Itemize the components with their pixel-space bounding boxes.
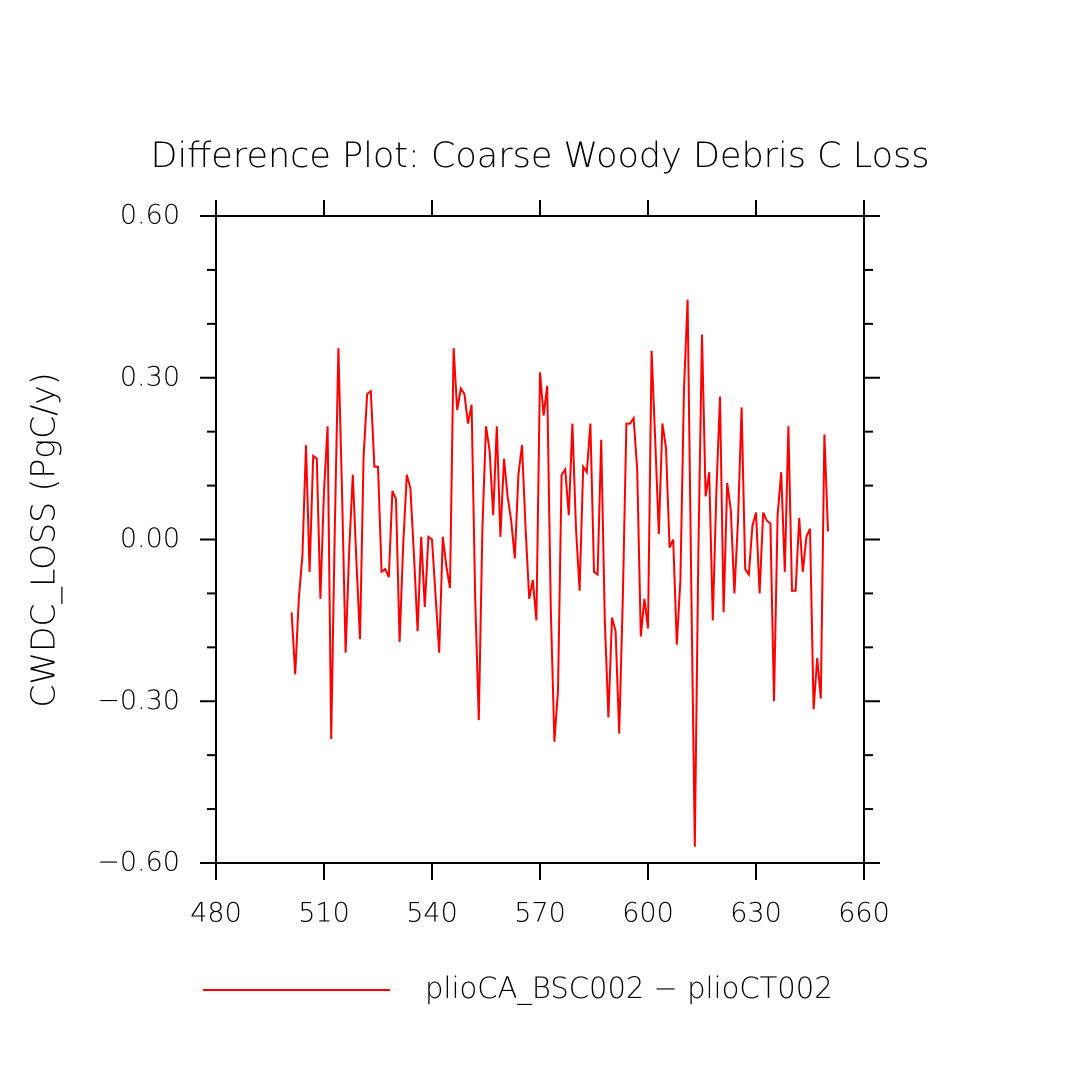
data-line [290, 299, 829, 847]
legend-label: plioCA_BSC002 − plioCT002 [425, 971, 833, 1006]
y-tick-label: 0.60 [120, 200, 180, 231]
x-tick-label: 660 [838, 898, 890, 929]
y-tick-label: −0.30 [97, 685, 180, 716]
y-axis-label: CWDC_LOSS (PgC/y) [24, 372, 64, 707]
x-tick-label: 600 [622, 898, 674, 929]
y-tick-label: 0.30 [120, 361, 180, 392]
y-tick-label: 0.00 [120, 523, 180, 554]
x-tick-label: 480 [190, 898, 242, 929]
chart-title: Difference Plot: Coarse Woody Debris C L… [151, 136, 930, 176]
plot-frame [215, 215, 865, 864]
x-tick-label: 510 [298, 898, 350, 929]
x-tick-label: 630 [730, 898, 782, 929]
x-tick-label: 570 [514, 898, 566, 929]
x-tick-label: 540 [406, 898, 458, 929]
y-tick-label: −0.60 [97, 847, 180, 878]
